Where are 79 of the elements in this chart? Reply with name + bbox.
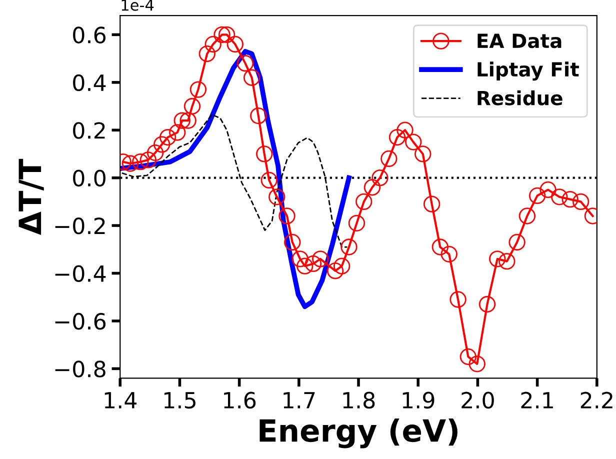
x-tick-label: 2.1	[521, 392, 553, 408]
x-tick-label: 1.9	[402, 392, 434, 409]
point	[218, 26, 236, 44]
point	[540, 181, 556, 198]
point	[198, 45, 216, 62]
y-tick-label: 0.2	[73, 122, 105, 139]
point	[180, 112, 196, 129]
point	[159, 128, 176, 146]
point	[284, 234, 301, 251]
point	[226, 36, 244, 53]
point	[244, 69, 260, 86]
point	[184, 98, 201, 115]
legend-label: Residue	[478, 90, 562, 106]
y-tick-label: 0.6	[73, 26, 106, 44]
y-tick-label: 0.0	[73, 170, 106, 187]
point	[304, 255, 322, 272]
y-tick-label: −0.2	[55, 217, 105, 234]
point	[423, 196, 440, 212]
legend-label: EA Data	[478, 34, 562, 48]
point	[562, 190, 578, 208]
point	[169, 124, 186, 141]
point	[432, 238, 448, 256]
point	[122, 155, 139, 172]
point	[450, 291, 466, 308]
point	[132, 154, 149, 170]
point	[380, 150, 398, 168]
x-tick-label: 1.8	[343, 392, 375, 409]
point	[312, 250, 329, 268]
point	[405, 134, 422, 150]
x-tick-label: 1.4	[104, 392, 137, 408]
point	[388, 128, 406, 146]
point	[460, 348, 477, 366]
y-tick-label: −0.8	[55, 360, 106, 378]
point	[340, 238, 358, 256]
point	[296, 258, 314, 274]
point	[551, 188, 568, 206]
y-axis-title: ΔT/T	[18, 158, 44, 236]
point	[146, 144, 164, 162]
point	[174, 112, 190, 129]
point	[364, 179, 381, 196]
point	[478, 296, 496, 313]
x-tick-label: 2.2	[580, 392, 612, 408]
point	[508, 234, 526, 251]
point	[250, 107, 267, 124]
x-tick-label: 1.5	[164, 392, 196, 409]
point	[236, 54, 254, 72]
point	[326, 262, 344, 280]
point	[256, 146, 273, 162]
point	[489, 250, 506, 268]
point	[498, 252, 516, 270]
point	[190, 81, 207, 98]
x-tick-label: 1.6	[224, 392, 256, 409]
y-tick-label: 0.4	[73, 74, 106, 92]
point	[372, 169, 388, 186]
x-axis-title: Energy (eV)	[260, 418, 458, 448]
point	[204, 36, 222, 53]
point	[440, 246, 458, 262]
point	[396, 122, 414, 138]
point	[414, 146, 432, 162]
point	[154, 136, 170, 153]
point	[140, 152, 156, 168]
point	[268, 188, 286, 206]
line-series	[120, 48, 352, 310]
point	[214, 26, 230, 44]
point	[278, 208, 296, 224]
point	[528, 187, 546, 204]
point	[468, 356, 486, 372]
point	[572, 193, 590, 210]
y-tick-label: −0.6	[55, 312, 106, 330]
point	[292, 250, 308, 268]
point	[518, 208, 536, 224]
legend-label: Liptay Fit	[478, 62, 579, 81]
point	[348, 214, 366, 232]
point	[356, 193, 372, 210]
point	[260, 172, 278, 189]
x-tick-label: 2.0	[462, 392, 494, 409]
point	[333, 258, 350, 274]
y-tick-label: −0.4	[55, 265, 106, 282]
x-tick-label: 1.7	[284, 392, 315, 408]
